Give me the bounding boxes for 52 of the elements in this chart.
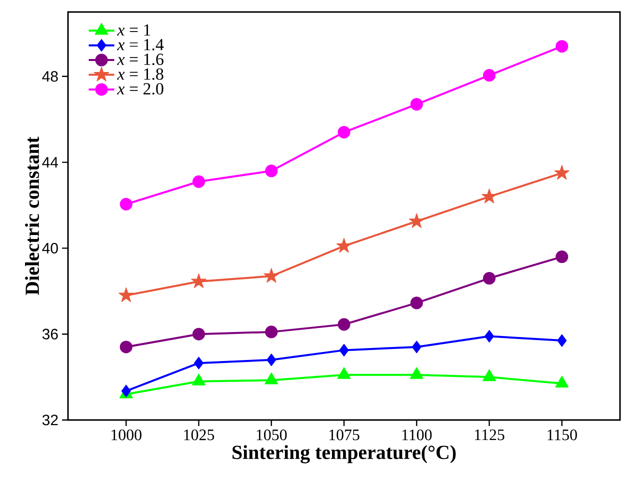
point	[482, 272, 496, 285]
point	[482, 69, 496, 82]
point	[192, 175, 206, 188]
point	[338, 126, 350, 139]
point	[192, 328, 206, 340]
point	[264, 268, 280, 283]
legend-label: x = 1.6	[117, 54, 164, 66]
point	[408, 213, 424, 228]
y-tick-label: 36	[42, 328, 58, 340]
x-tick-label: 1050	[256, 430, 287, 440]
legend-label: x = 1.4	[117, 38, 164, 50]
y-tick-label: 40	[42, 242, 58, 254]
point	[482, 188, 497, 204]
y-tick-label: 32	[42, 414, 58, 426]
point	[336, 238, 352, 253]
y-tick-label: 48	[42, 71, 58, 82]
x-tick-label: 1000	[112, 430, 142, 440]
point	[482, 369, 496, 382]
point	[265, 326, 278, 338]
point	[554, 164, 570, 180]
point	[410, 367, 424, 379]
x-axis-title: Sintering temperature(°C)	[232, 445, 456, 464]
point	[118, 287, 134, 302]
point	[555, 376, 569, 388]
point	[264, 372, 278, 384]
x-tick-label: 1100	[402, 430, 432, 440]
point	[410, 296, 423, 310]
point	[557, 334, 567, 347]
point	[120, 198, 132, 210]
point	[556, 250, 568, 264]
point	[266, 354, 276, 366]
legend-label: x = 2.0	[117, 83, 164, 95]
point	[556, 40, 568, 53]
x-tick-label: 1150	[548, 430, 577, 440]
point	[337, 367, 351, 379]
point	[410, 98, 423, 111]
point	[339, 344, 349, 356]
x-tick-label: 1125	[475, 430, 504, 440]
point	[120, 340, 132, 354]
point	[191, 273, 206, 288]
y-tick-label: 44	[42, 157, 58, 168]
point	[265, 164, 278, 178]
point	[194, 356, 204, 370]
point	[192, 374, 206, 386]
x-tick-label: 1025	[184, 430, 214, 440]
point	[412, 340, 422, 354]
legend-label: x = 1.8	[117, 68, 164, 80]
y-axis-title: Dielectric constant	[25, 136, 40, 296]
legend-label: x = 1	[117, 24, 150, 36]
point	[484, 330, 494, 343]
point	[338, 318, 350, 331]
x-tick-label: 1075	[329, 430, 360, 440]
